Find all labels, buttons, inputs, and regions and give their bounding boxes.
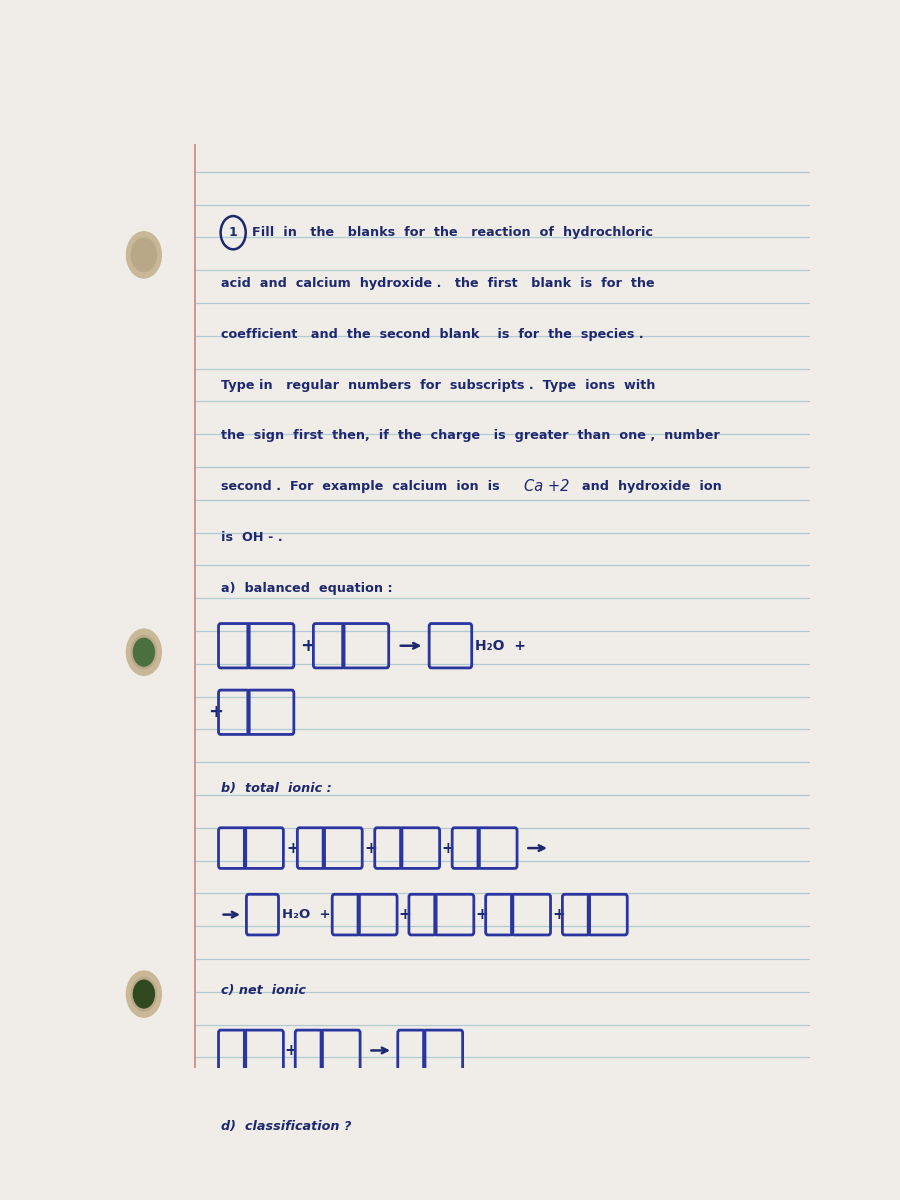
Text: second .  For  example  calcium  ion  is: second . For example calcium ion is (220, 480, 500, 493)
Text: Type in   regular  numbers  for  subscripts .  Type  ions  with: Type in regular numbers for subscripts .… (220, 379, 655, 391)
Circle shape (126, 629, 161, 676)
Text: d)  classification ?: d) classification ? (220, 1120, 351, 1133)
Text: +: + (442, 840, 454, 856)
Circle shape (131, 636, 157, 668)
Text: H₂O  +: H₂O + (475, 638, 526, 653)
Text: Ca +2: Ca +2 (524, 479, 570, 494)
Circle shape (131, 978, 157, 1010)
Circle shape (133, 980, 155, 1008)
Circle shape (131, 239, 157, 271)
Text: H₂O  +: H₂O + (282, 908, 330, 922)
Text: +: + (552, 907, 564, 922)
Text: +: + (364, 840, 377, 856)
Text: c) net  ionic: c) net ionic (220, 984, 305, 997)
Text: +: + (399, 907, 411, 922)
Circle shape (133, 638, 155, 666)
Text: +: + (300, 637, 315, 655)
Text: coefficient   and  the  second  blank    is  for  the  species .: coefficient and the second blank is for … (220, 328, 644, 341)
Text: Fill  in   the   blanks  for  the   reaction  of  hydrochloric: Fill in the blanks for the reaction of h… (252, 227, 653, 239)
Text: a)  balanced  equation :: a) balanced equation : (220, 582, 392, 595)
Circle shape (126, 232, 161, 278)
Text: acid  and  calcium  hydroxide .   the  first   blank  is  for  the: acid and calcium hydroxide . the first b… (220, 277, 654, 290)
Text: +: + (284, 1043, 298, 1058)
Text: +: + (208, 703, 223, 721)
Text: +: + (287, 840, 300, 856)
Text: the  sign  first  then,  if  the  charge   is  greater  than  one ,  number: the sign first then, if the charge is gr… (220, 430, 719, 443)
Text: is  OH - .: is OH - . (220, 532, 283, 544)
Circle shape (126, 971, 161, 1018)
Text: +: + (475, 907, 488, 922)
Text: and  hydroxide  ion: and hydroxide ion (573, 480, 722, 493)
Text: 1: 1 (229, 227, 238, 239)
Text: b)  total  ionic :: b) total ionic : (220, 781, 331, 794)
